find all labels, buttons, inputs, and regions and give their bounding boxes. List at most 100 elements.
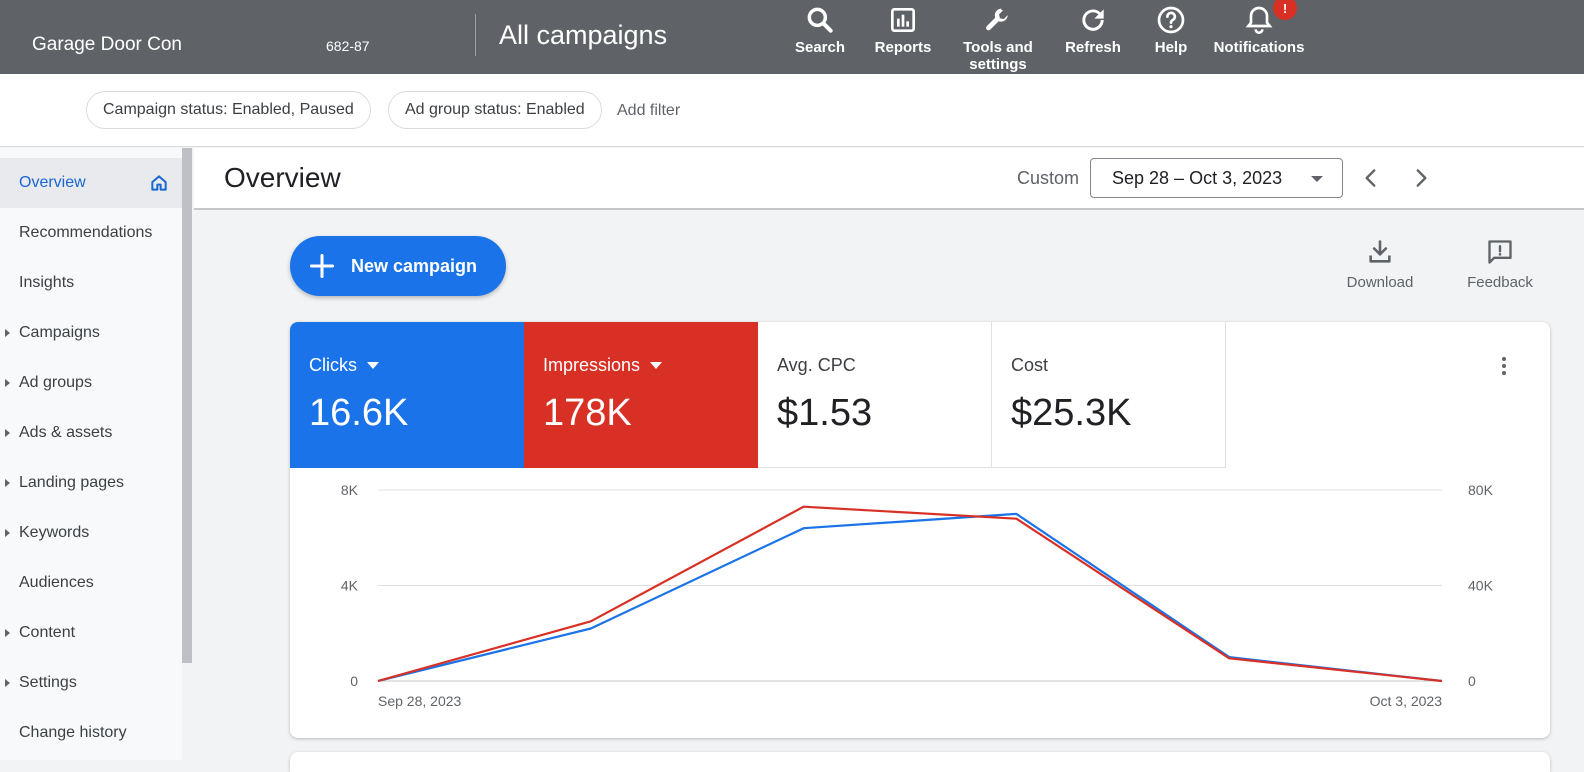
feedback-label: Feedback [1467, 274, 1533, 291]
download-label: Download [1346, 274, 1414, 291]
series-line-clicks [377, 512, 1443, 683]
sidebar-item-recommendations[interactable]: Recommendations [0, 208, 182, 258]
reports-icon [891, 8, 915, 32]
refresh-label: Refresh [1065, 39, 1121, 56]
caret-down-icon [1311, 176, 1323, 182]
expand-arrow-icon [5, 329, 10, 337]
sidebar-item-overview[interactable]: Overview [0, 158, 182, 208]
home-icon [151, 175, 167, 191]
sidebar-item-content[interactable]: Content [0, 608, 182, 658]
next-card [290, 752, 1550, 772]
sidebar: Overview Recommendations Insights Campai… [0, 148, 182, 760]
search-icon [807, 7, 833, 33]
tools-and-settings-button[interactable]: Tools and settings [953, 0, 1043, 74]
performance-card: Clicks 16.6K Impressions 178K Avg. CPC $… [290, 322, 1550, 738]
wrench-icon [986, 8, 1008, 31]
sidebar-item-ad-groups[interactable]: Ad groups [0, 358, 182, 408]
metric-name-label: Impressions [543, 355, 641, 375]
sidebar-item-label: Keywords [19, 524, 90, 541]
refresh-icon [1082, 9, 1104, 31]
account-name[interactable]: Garage Door Con [32, 34, 182, 55]
metric-avg-cpc-value: $1.53 [777, 392, 873, 434]
overview-header: Overview Custom Sep 28 – Oct 3, 2023 [194, 148, 1584, 210]
sidebar-item-settings[interactable]: Settings [0, 658, 182, 708]
expand-arrow-icon [5, 479, 10, 487]
caret-down-icon [650, 362, 663, 369]
x-tick-label: Oct 3, 2023 [1370, 693, 1443, 709]
feedback-button[interactable]: Feedback [1460, 238, 1540, 291]
chevron-right-icon[interactable] [1408, 165, 1434, 191]
sidebar-item-label: Settings [19, 674, 77, 691]
reports-button[interactable]: Reports [868, 0, 938, 74]
metric-impressions-value: 178K [543, 392, 632, 434]
x-tick-label: Sep 28, 2023 [378, 693, 462, 709]
help-label: Help [1154, 39, 1188, 56]
sidebar-item-label: Overview [19, 174, 86, 191]
notifications-button[interactable]: Notifications ! [1211, 0, 1307, 74]
page-title: All campaigns [499, 20, 668, 50]
sidebar-item-label: Audiences [19, 574, 94, 591]
help-icon [1157, 6, 1185, 34]
series-line-impressions [377, 505, 1443, 683]
metric-clicks-value: 16.6K [309, 392, 409, 434]
new-campaign-label: New campaign [351, 255, 478, 276]
y-right-tick-label: 0 [1468, 673, 1476, 689]
new-campaign-button[interactable]: New campaign [290, 236, 506, 296]
y-left-tick-label: 8K [341, 482, 359, 498]
sidebar-item-label: Insights [19, 274, 75, 291]
sidebar-item-label: Change history [19, 724, 127, 741]
metric-clicks[interactable]: Clicks 16.6K [290, 322, 524, 468]
sidebar-item-label: Campaigns [19, 324, 100, 341]
filter-chip-ad-group-status[interactable]: Ad group status: Enabled [388, 91, 602, 129]
filter-bar: Campaign status: Enabled, Paused Ad grou… [0, 74, 1584, 147]
metric-avg-cpc-name: Avg. CPC [777, 355, 856, 375]
date-range-select[interactable]: Sep 28 – Oct 3, 2023 [1090, 158, 1343, 198]
date-mode-label: Custom [1017, 168, 1080, 188]
plus-icon [309, 253, 335, 279]
topbar-divider [475, 14, 476, 56]
sidebar-item-insights[interactable]: Insights [0, 258, 182, 308]
performance-chart: 0 4K 8K 0 40K 80K Sep 28, 2023 Oct 3, 2023 [341, 482, 1494, 709]
download-button[interactable]: Download [1340, 238, 1420, 291]
reports-label: Reports [874, 39, 932, 56]
metric-cost-name: Cost [1011, 355, 1049, 375]
sidebar-item-landing-pages[interactable]: Landing pages [0, 458, 182, 508]
refresh-button[interactable]: Refresh [1058, 0, 1128, 74]
metric-name-label: Clicks [309, 355, 357, 375]
search-label: Search [794, 39, 846, 56]
metric-cost-value: $25.3K [1011, 392, 1132, 434]
tools-and-settings-label: Tools and settings [963, 39, 1033, 73]
notifications-label: Notifications [1213, 39, 1305, 56]
metric-clicks-name[interactable]: Clicks [309, 355, 379, 376]
notification-badge: ! [1273, 0, 1297, 20]
filter-chip-campaign-status[interactable]: Campaign status: Enabled, Paused [86, 91, 371, 129]
expand-arrow-icon [5, 429, 10, 437]
y-left-tick-label: 0 [350, 673, 358, 689]
caret-down-icon [367, 362, 379, 369]
metric-cost[interactable]: Cost $25.3K [992, 322, 1226, 468]
top-bar: Garage Door Con 682-87 All campaigns Sea… [0, 0, 1584, 74]
bell-icon [1245, 6, 1273, 34]
sidebar-item-label: Landing pages [19, 474, 124, 491]
chevron-left-icon[interactable] [1358, 165, 1384, 191]
sidebar-item-change-history[interactable]: Change history [0, 708, 182, 758]
sidebar-item-label: Recommendations [19, 224, 153, 241]
expand-arrow-icon [5, 529, 10, 537]
help-button[interactable]: Help [1143, 0, 1199, 74]
sidebar-item-keywords[interactable]: Keywords [0, 508, 182, 558]
sidebar-item-ads-assets[interactable]: Ads & assets [0, 408, 182, 458]
sidebar-item-audiences[interactable]: Audiences [0, 558, 182, 608]
expand-arrow-icon [5, 629, 10, 637]
add-filter-button[interactable]: Add filter [617, 102, 681, 119]
metric-avg-cpc[interactable]: Avg. CPC $1.53 [758, 322, 992, 468]
sidebar-item-campaigns[interactable]: Campaigns [0, 308, 182, 358]
y-right-tick-label: 40K [1468, 578, 1494, 594]
more-vert-icon[interactable] [1492, 354, 1516, 378]
search-button[interactable]: Search [788, 0, 852, 74]
sidebar-item-label: Content [19, 624, 76, 641]
metric-impressions[interactable]: Impressions 178K [524, 322, 758, 468]
y-left-tick-label: 4K [341, 578, 359, 594]
expand-arrow-icon [5, 679, 10, 687]
metric-impressions-name[interactable]: Impressions [543, 355, 663, 376]
sidebar-scrollbar[interactable] [182, 148, 192, 663]
